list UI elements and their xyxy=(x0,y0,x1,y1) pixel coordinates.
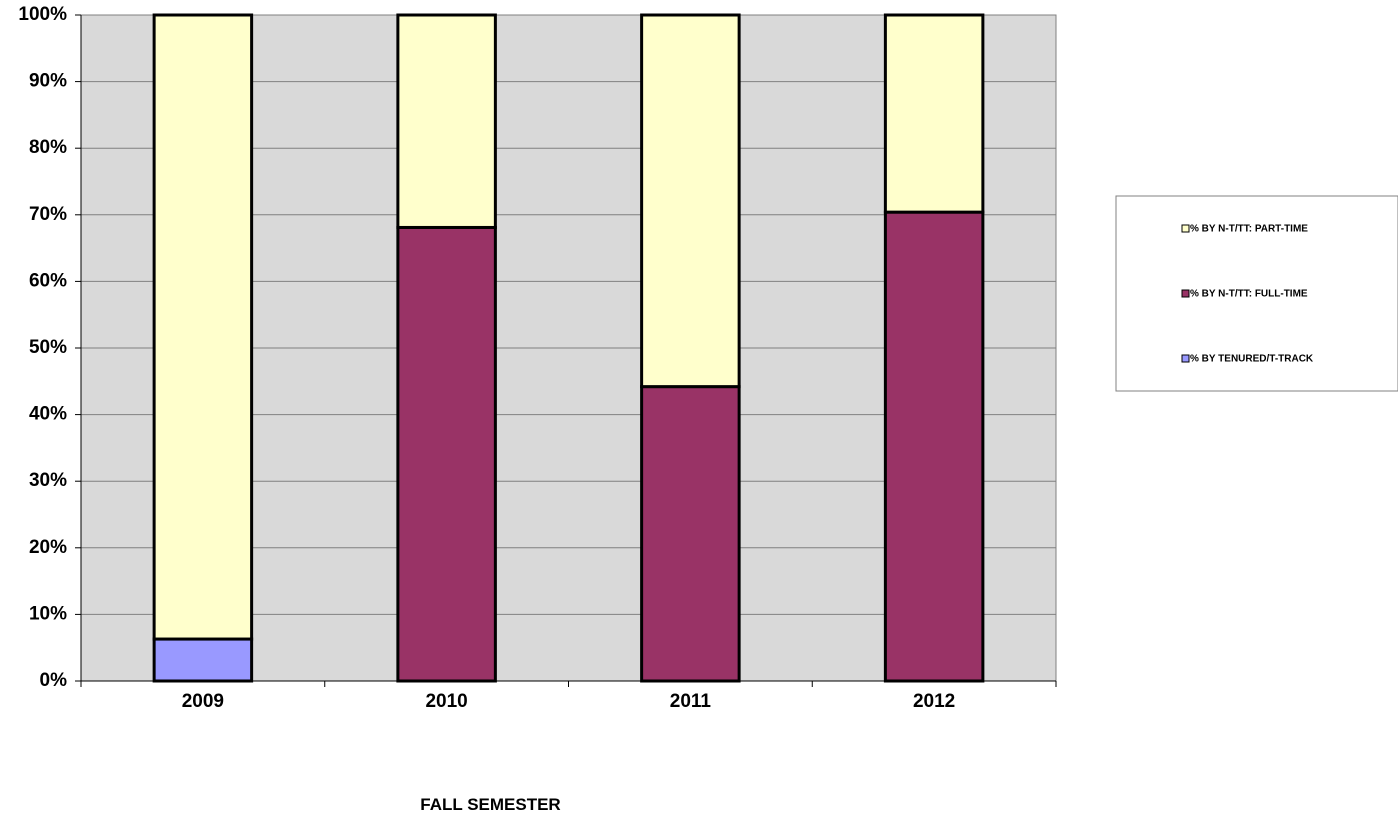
bar-segment-2011-by-n-t-tt-part-time xyxy=(640,13,741,389)
y-tick-label: 20% xyxy=(29,537,67,558)
legend-swatch xyxy=(1181,289,1190,298)
bar-segment-2010-by-n-t-tt-full-time xyxy=(396,225,497,683)
legend-label: % BY N-T/TT: FULL-TIME xyxy=(1190,289,1308,300)
y-tick-label: 90% xyxy=(29,71,67,92)
y-tick-label: 60% xyxy=(29,270,67,291)
x-axis: 2009 2010 2011 2012 xyxy=(80,680,1057,712)
bar-segment-2012-by-n-t-tt-full-time xyxy=(883,210,985,683)
legend-swatch xyxy=(1181,224,1190,233)
x-axis-title: FALL SEMESTER xyxy=(420,795,560,814)
y-tick-label: 10% xyxy=(29,603,67,624)
x-tick-label: 2011 xyxy=(670,691,712,712)
bar-segment-2012-by-n-t-tt-part-time xyxy=(883,13,985,214)
legend: % BY N-T/TT: PART-TIME % BY N-T/TT: FULL-… xyxy=(1115,195,1398,392)
legend-label: % BY N-T/TT: PART-TIME xyxy=(1190,224,1308,235)
y-tick-label: 40% xyxy=(29,404,67,425)
x-tick-label: 2012 xyxy=(913,691,955,712)
bar-segment-2011-by-n-t-tt-full-time xyxy=(640,385,741,683)
bar-segment-2009-by-tenured-t-track xyxy=(152,637,254,683)
y-tick-label: 0% xyxy=(40,670,68,691)
y-tick-label: 50% xyxy=(29,337,67,358)
legend-label: % BY TENURED/T-TRACK xyxy=(1190,354,1314,365)
bars xyxy=(152,13,985,683)
x-tick-label: 2009 xyxy=(182,691,224,712)
y-tick-label: 100% xyxy=(18,4,67,25)
legend-box xyxy=(1115,195,1398,392)
legend-swatch xyxy=(1181,354,1190,363)
y-tick-label: 70% xyxy=(29,204,67,225)
bar-segment-2010-by-n-t-tt-part-time xyxy=(396,13,497,229)
y-tick-label: 80% xyxy=(29,137,67,158)
bar-segment-2009-by-n-t-tt-part-time xyxy=(152,13,254,641)
y-axis: 0% 10% 20% 30% 40% 50% 60% 70% 80% 90% 100% xyxy=(18,4,82,691)
x-tick-label: 2010 xyxy=(425,691,467,712)
y-tick-label: 30% xyxy=(29,470,67,491)
